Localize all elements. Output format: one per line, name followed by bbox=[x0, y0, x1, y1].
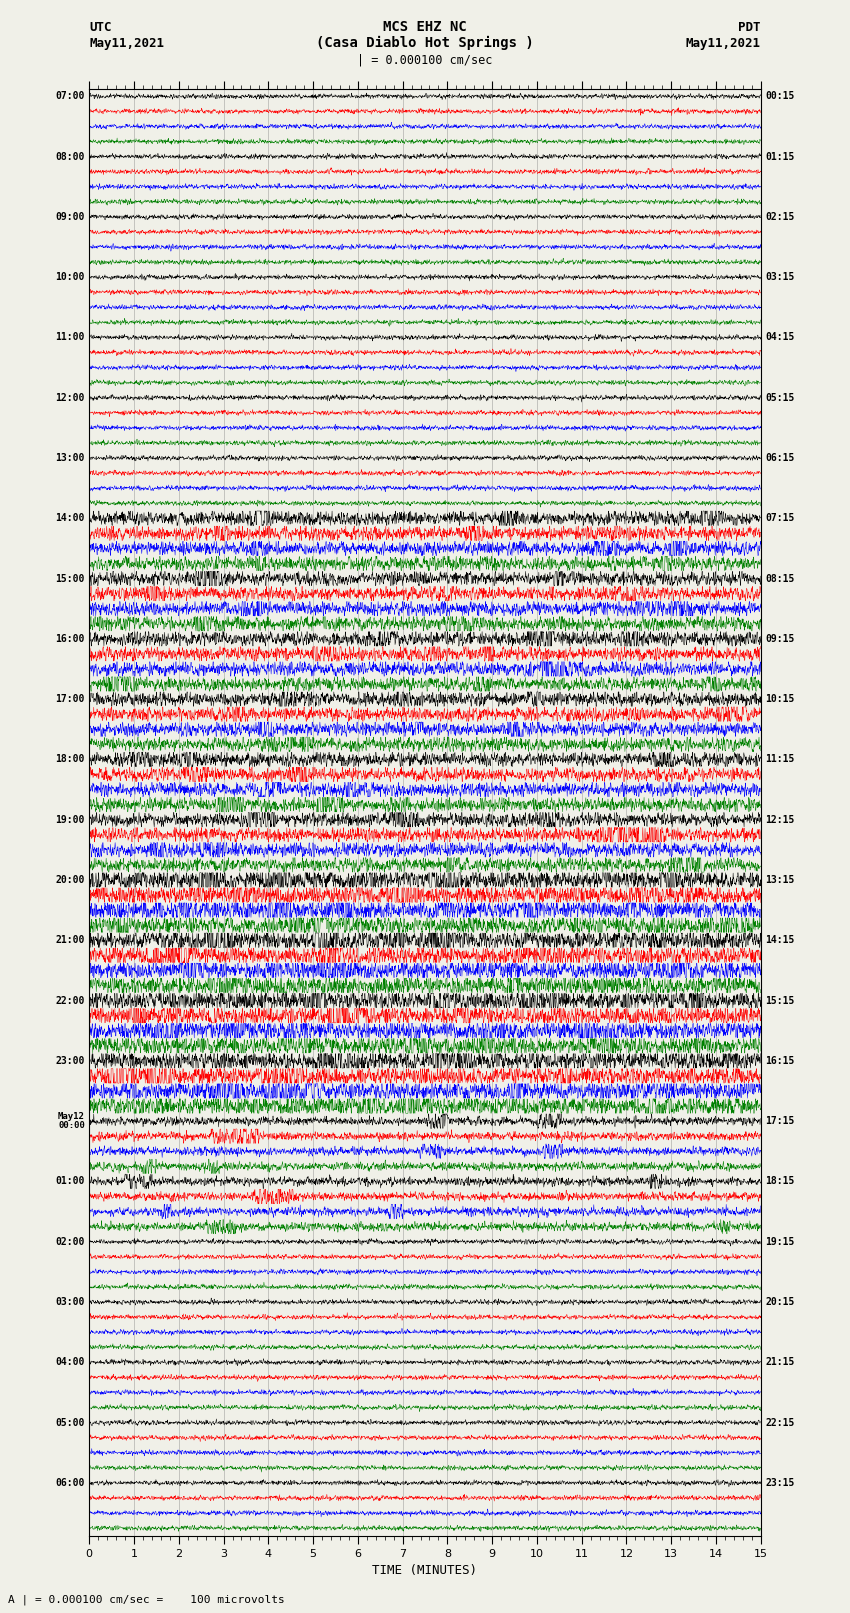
Text: 04:00: 04:00 bbox=[55, 1357, 85, 1368]
Text: 08:00: 08:00 bbox=[55, 152, 85, 161]
X-axis label: TIME (MINUTES): TIME (MINUTES) bbox=[372, 1565, 478, 1578]
Text: 22:15: 22:15 bbox=[765, 1418, 795, 1428]
Text: 05:15: 05:15 bbox=[765, 392, 795, 403]
Text: 19:00: 19:00 bbox=[55, 815, 85, 824]
Text: UTC: UTC bbox=[89, 21, 111, 34]
Text: 11:00: 11:00 bbox=[55, 332, 85, 342]
Text: 05:00: 05:00 bbox=[55, 1418, 85, 1428]
Text: 18:00: 18:00 bbox=[55, 755, 85, 765]
Text: 12:15: 12:15 bbox=[765, 815, 795, 824]
Text: 18:15: 18:15 bbox=[765, 1176, 795, 1187]
Text: 09:15: 09:15 bbox=[765, 634, 795, 644]
Text: May12: May12 bbox=[58, 1111, 85, 1121]
Text: 13:00: 13:00 bbox=[55, 453, 85, 463]
Text: 03:00: 03:00 bbox=[55, 1297, 85, 1307]
Text: 00:15: 00:15 bbox=[765, 92, 795, 102]
Text: 06:00: 06:00 bbox=[55, 1478, 85, 1487]
Text: MCS EHZ NC: MCS EHZ NC bbox=[383, 19, 467, 34]
Text: May11,2021: May11,2021 bbox=[686, 37, 761, 50]
Text: 14:00: 14:00 bbox=[55, 513, 85, 523]
Text: 02:00: 02:00 bbox=[55, 1237, 85, 1247]
Text: 03:15: 03:15 bbox=[765, 273, 795, 282]
Text: 10:15: 10:15 bbox=[765, 694, 795, 705]
Text: May11,2021: May11,2021 bbox=[89, 37, 164, 50]
Text: 11:15: 11:15 bbox=[765, 755, 795, 765]
Text: 07:15: 07:15 bbox=[765, 513, 795, 523]
Text: 16:15: 16:15 bbox=[765, 1057, 795, 1066]
Text: PDT: PDT bbox=[739, 21, 761, 34]
Text: 10:00: 10:00 bbox=[55, 273, 85, 282]
Text: 02:15: 02:15 bbox=[765, 211, 795, 223]
Text: 06:15: 06:15 bbox=[765, 453, 795, 463]
Text: (Casa Diablo Hot Springs ): (Casa Diablo Hot Springs ) bbox=[316, 35, 534, 50]
Text: 16:00: 16:00 bbox=[55, 634, 85, 644]
Text: 17:15: 17:15 bbox=[765, 1116, 795, 1126]
Text: 15:15: 15:15 bbox=[765, 995, 795, 1005]
Text: 21:15: 21:15 bbox=[765, 1357, 795, 1368]
Text: 22:00: 22:00 bbox=[55, 995, 85, 1005]
Text: | = 0.000100 cm/sec: | = 0.000100 cm/sec bbox=[357, 53, 493, 66]
Text: 21:00: 21:00 bbox=[55, 936, 85, 945]
Text: 23:15: 23:15 bbox=[765, 1478, 795, 1487]
Text: 19:15: 19:15 bbox=[765, 1237, 795, 1247]
Text: 14:15: 14:15 bbox=[765, 936, 795, 945]
Text: 01:00: 01:00 bbox=[55, 1176, 85, 1187]
Text: 13:15: 13:15 bbox=[765, 874, 795, 886]
Text: 08:15: 08:15 bbox=[765, 574, 795, 584]
Text: 20:00: 20:00 bbox=[55, 874, 85, 886]
Text: 17:00: 17:00 bbox=[55, 694, 85, 705]
Text: 04:15: 04:15 bbox=[765, 332, 795, 342]
Text: 00:00: 00:00 bbox=[58, 1121, 85, 1131]
Text: 07:00: 07:00 bbox=[55, 92, 85, 102]
Text: 15:00: 15:00 bbox=[55, 574, 85, 584]
Text: A | = 0.000100 cm/sec =    100 microvolts: A | = 0.000100 cm/sec = 100 microvolts bbox=[8, 1594, 286, 1605]
Text: 12:00: 12:00 bbox=[55, 392, 85, 403]
Text: 20:15: 20:15 bbox=[765, 1297, 795, 1307]
Text: 23:00: 23:00 bbox=[55, 1057, 85, 1066]
Text: 09:00: 09:00 bbox=[55, 211, 85, 223]
Text: 01:15: 01:15 bbox=[765, 152, 795, 161]
